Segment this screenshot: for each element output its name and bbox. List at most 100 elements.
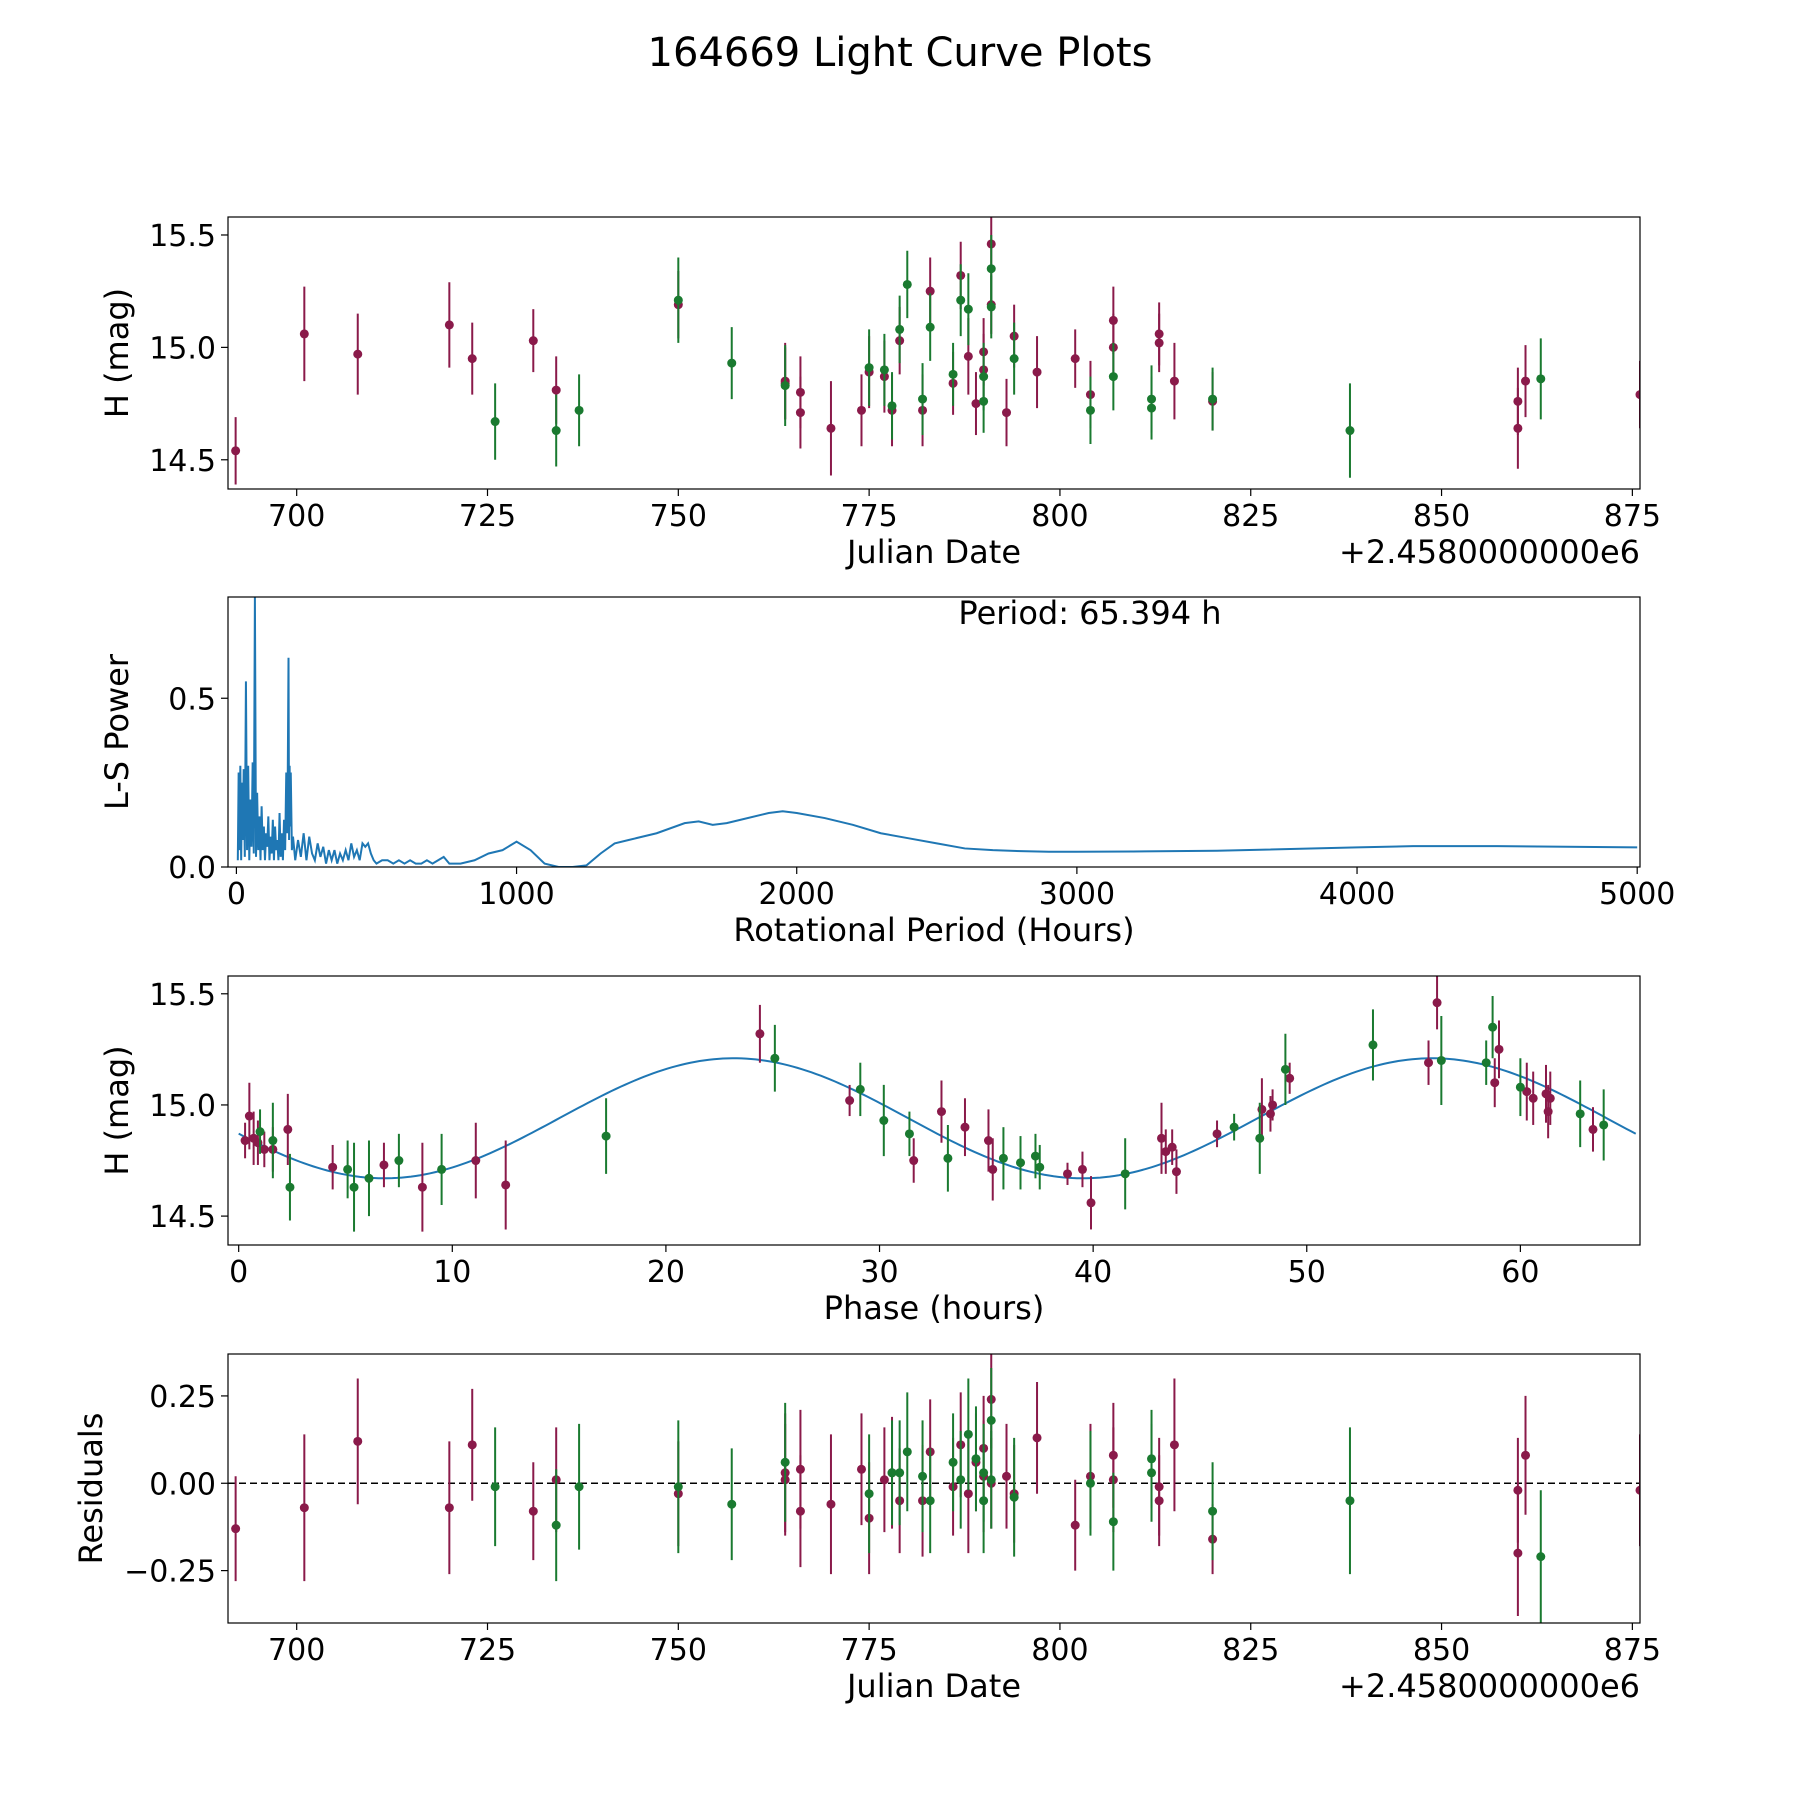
x-tick-label: 4000 bbox=[1319, 877, 1395, 912]
green-data-point bbox=[1481, 1058, 1491, 1068]
y-axis-label: H (mag) bbox=[98, 288, 136, 418]
maroon-data-point bbox=[328, 1162, 338, 1172]
green-data-point bbox=[1599, 1120, 1609, 1130]
maroon-data-point bbox=[1424, 1058, 1434, 1068]
maroon-data-point bbox=[417, 1182, 427, 1192]
maroon-data-point bbox=[1490, 1078, 1500, 1088]
maroon-data-point bbox=[1086, 1198, 1096, 1208]
x-axis-label: Julian Date bbox=[845, 1667, 1021, 1705]
x-tick-label: 2000 bbox=[759, 877, 835, 912]
green-data-point bbox=[1085, 405, 1095, 415]
green-data-point bbox=[1035, 1162, 1045, 1172]
residuals-panel: 700 725 750 775 800 825 850 875 0.25 0.00 −0.25 Jul… bbox=[72, 1353, 1661, 1705]
maroon-data-point bbox=[467, 354, 477, 364]
green-data-point bbox=[864, 363, 874, 373]
green-data-point bbox=[963, 304, 973, 314]
maroon-data-point bbox=[1157, 1133, 1167, 1143]
maroon-data-point bbox=[856, 405, 866, 415]
maroon-data-point bbox=[960, 1122, 970, 1132]
maroon-data-point bbox=[1257, 1104, 1267, 1114]
maroon-data-point bbox=[1513, 423, 1523, 433]
maroon-data-point bbox=[909, 1156, 919, 1166]
green-data-point bbox=[574, 405, 584, 415]
green-data-point bbox=[986, 264, 996, 274]
green-data-point bbox=[349, 1182, 359, 1192]
maroon-data-point bbox=[879, 1475, 889, 1485]
green-data-point bbox=[855, 1084, 865, 1094]
y-tick-label: 0.0 bbox=[168, 851, 216, 886]
y-tick-label: 0.25 bbox=[149, 1380, 216, 1415]
x-tick-label: 850 bbox=[1413, 499, 1470, 534]
maroon-data-point bbox=[1212, 1129, 1222, 1139]
maroon-data-point bbox=[283, 1124, 293, 1134]
maroon-data-point bbox=[856, 1464, 866, 1474]
y-tick-label: 14.5 bbox=[149, 1200, 216, 1235]
green-data-point bbox=[918, 1471, 928, 1481]
maroon-data-point bbox=[1543, 1107, 1553, 1117]
green-data-point bbox=[727, 358, 737, 368]
maroon-data-point bbox=[1154, 338, 1164, 348]
green-data-point bbox=[1009, 1492, 1019, 1502]
x-tick-label: 725 bbox=[459, 499, 516, 534]
maroon-data-point bbox=[1494, 1044, 1504, 1054]
green-data-point bbox=[1208, 1506, 1218, 1516]
green-data-point bbox=[986, 1475, 996, 1485]
green-data-point bbox=[673, 1482, 683, 1492]
y-axis-label: Residuals bbox=[72, 1413, 110, 1565]
x-axis-label: Rotational Period (Hours) bbox=[733, 911, 1134, 949]
x-tick-label: 850 bbox=[1413, 1633, 1470, 1668]
green-data-point bbox=[1345, 426, 1355, 436]
green-data-point bbox=[925, 1496, 935, 1506]
maroon-data-point bbox=[1528, 1093, 1538, 1103]
maroon-data-point bbox=[1077, 1164, 1087, 1174]
maroon-data-point bbox=[231, 1524, 241, 1534]
green-data-point bbox=[601, 1131, 611, 1141]
green-data-point bbox=[887, 401, 897, 411]
maroon-data-point bbox=[231, 446, 241, 456]
green-data-point bbox=[343, 1164, 353, 1174]
maroon-data-point bbox=[1032, 1433, 1042, 1443]
green-data-point bbox=[943, 1153, 953, 1163]
x-tick-label: 750 bbox=[650, 1633, 707, 1668]
maroon-data-point bbox=[963, 1489, 973, 1499]
x-tick-label: 700 bbox=[268, 499, 325, 534]
green-data-point bbox=[879, 1116, 889, 1126]
x-offset-label: +2.4580000000e6 bbox=[1339, 1667, 1640, 1705]
residuals-axes-frame bbox=[227, 1353, 1641, 1624]
y-axis-label: H (mag) bbox=[98, 1045, 136, 1175]
green-data-point bbox=[1536, 374, 1546, 384]
green-data-point bbox=[986, 1415, 996, 1425]
maroon-data-point bbox=[259, 1144, 269, 1154]
green-data-point bbox=[1368, 1040, 1378, 1050]
maroon-data-point bbox=[795, 387, 805, 397]
maroon-data-point bbox=[1032, 367, 1042, 377]
green-data-point bbox=[1208, 394, 1218, 404]
maroon-data-point bbox=[244, 1111, 254, 1121]
phase-axes-frame bbox=[227, 975, 1641, 1246]
green-data-point bbox=[887, 1468, 897, 1478]
lightcurve-axes-frame bbox=[227, 216, 1641, 490]
green-data-point bbox=[986, 302, 996, 312]
green-data-point bbox=[902, 279, 912, 289]
maroon-data-point bbox=[1521, 1450, 1531, 1460]
maroon-data-point bbox=[925, 286, 935, 296]
maroon-data-point bbox=[826, 423, 836, 433]
x-tick-label: 775 bbox=[840, 1633, 897, 1668]
maroon-data-point bbox=[1169, 376, 1179, 386]
periodogram-plot-area bbox=[236, 597, 1638, 867]
green-data-point bbox=[971, 1454, 981, 1464]
green-data-point bbox=[895, 1468, 905, 1478]
green-data-point bbox=[255, 1127, 265, 1137]
x-tick-label: 725 bbox=[459, 1633, 516, 1668]
green-data-point bbox=[1536, 1552, 1546, 1562]
x-axis-label: Julian Date bbox=[845, 533, 1021, 571]
green-data-point bbox=[956, 295, 966, 305]
maroon-data-point bbox=[444, 320, 454, 330]
lightcurve-plot-area bbox=[231, 217, 1640, 485]
green-data-point bbox=[998, 1153, 1008, 1163]
periodogram-panel: 0 1000 2000 3000 4000 5000 0.0 0.5 Rotational Pe… bbox=[98, 594, 1675, 949]
x-tick-label: 775 bbox=[840, 499, 897, 534]
y-tick-label: 15.5 bbox=[149, 978, 216, 1013]
green-data-point bbox=[551, 426, 561, 436]
